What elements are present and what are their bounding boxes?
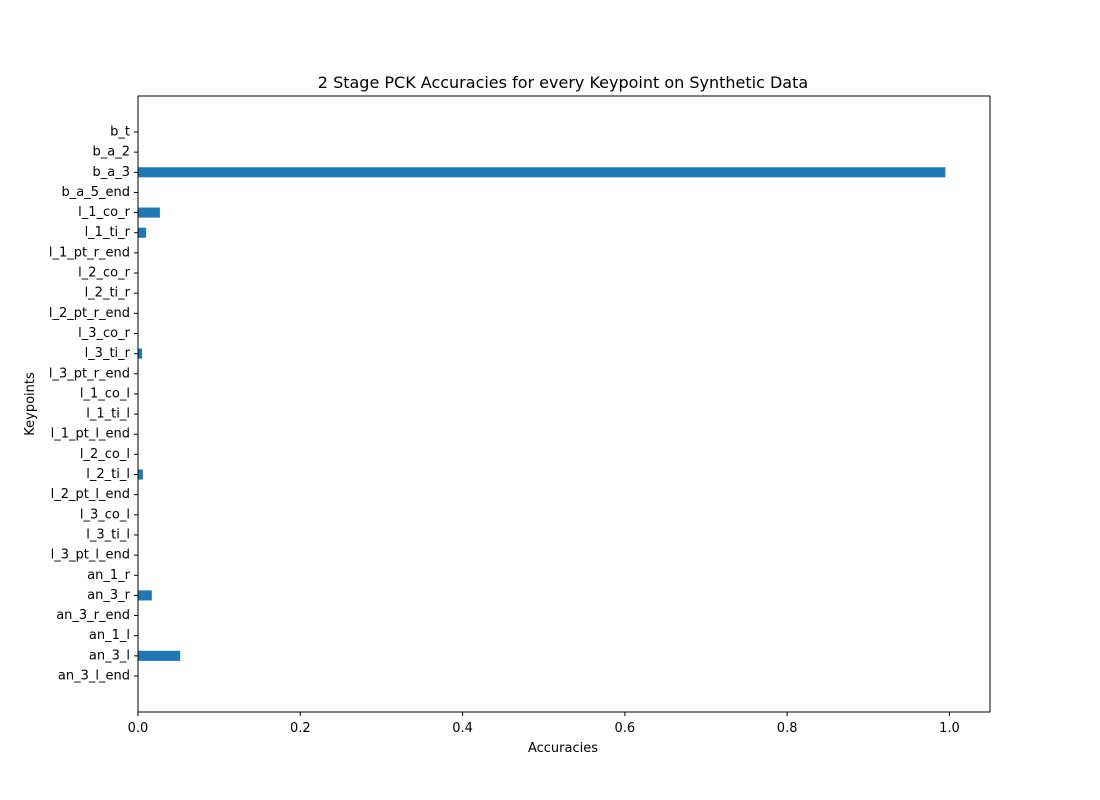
bar-an_3_r xyxy=(138,590,152,601)
y-tick-label: l_2_ti_r xyxy=(85,286,131,301)
bar-an_3_l xyxy=(138,650,181,661)
y-tick-label: b_a_2 xyxy=(93,145,131,160)
x-tick-label: 0.4 xyxy=(452,721,473,736)
y-tick-label: l_2_pt_r_end xyxy=(49,306,130,321)
y-tick-label: l_2_ti_l xyxy=(86,467,130,482)
y-tick-label: l_3_ti_l xyxy=(86,527,130,542)
x-tick-label: 0.0 xyxy=(128,721,149,736)
plot-frame xyxy=(137,95,991,713)
bar-l_3_ti_r xyxy=(138,348,143,359)
y-tick-label: l_3_co_l xyxy=(80,507,130,522)
y-axis-ticks: b_t b_a_2 b_a_3 b_a_5_end l_1_co_r l_1_ti_r l_… xyxy=(49,125,138,684)
y-tick-label: l_3_co_r xyxy=(78,326,130,341)
chart-title: 2 Stage PCK Accuracies for every Keypoin… xyxy=(318,73,808,92)
x-tick-label: 0.8 xyxy=(777,721,798,736)
bar-b_a_3 xyxy=(138,167,946,178)
y-tick-label: l_2_co_r xyxy=(78,266,130,281)
x-tick-label: 0.6 xyxy=(615,721,636,736)
y-tick-label: b_a_5_end xyxy=(62,185,130,200)
y-tick-label: l_1_co_l xyxy=(80,386,130,401)
y-tick-label: an_3_l_end xyxy=(58,669,130,684)
y-tick-label: an_3_l xyxy=(89,648,130,663)
y-tick-label: an_1_l xyxy=(89,628,130,643)
x-axis-label: Accuracies xyxy=(528,741,598,756)
x-axis-ticks: 0.0 0.2 0.4 0.6 0.8 1.0 xyxy=(128,712,960,736)
y-tick-label: l_1_ti_l xyxy=(86,407,130,422)
y-tick-label: b_a_3 xyxy=(93,165,131,180)
y-tick-label: l_3_pt_r_end xyxy=(49,366,130,381)
y-tick-label: an_3_r xyxy=(87,588,130,603)
x-tick-label: 0.2 xyxy=(290,721,311,736)
y-tick-label: l_1_ti_r xyxy=(85,225,131,240)
y-tick-label: l_2_co_l xyxy=(80,447,130,462)
y-tick-label: l_3_ti_r xyxy=(85,346,131,361)
bar-l_2_ti_l xyxy=(138,469,143,480)
x-tick-label: 1.0 xyxy=(939,721,960,736)
bars-group xyxy=(138,167,946,661)
y-axis-label: Keypoints xyxy=(23,372,38,436)
y-tick-label: an_1_r xyxy=(87,568,130,583)
y-tick-label: l_2_pt_l_end xyxy=(51,487,130,502)
bar-l_1_co_r xyxy=(138,207,160,218)
y-tick-label: b_t xyxy=(110,125,130,140)
bar-l_1_ti_r xyxy=(138,227,147,238)
y-tick-label: l_1_pt_l_end xyxy=(51,427,130,442)
y-tick-label: l_1_pt_r_end xyxy=(49,245,130,260)
y-tick-label: l_3_pt_l_end xyxy=(51,548,130,563)
y-tick-label: l_1_co_r xyxy=(78,205,130,220)
y-tick-label: an_3_r_end xyxy=(56,608,130,623)
